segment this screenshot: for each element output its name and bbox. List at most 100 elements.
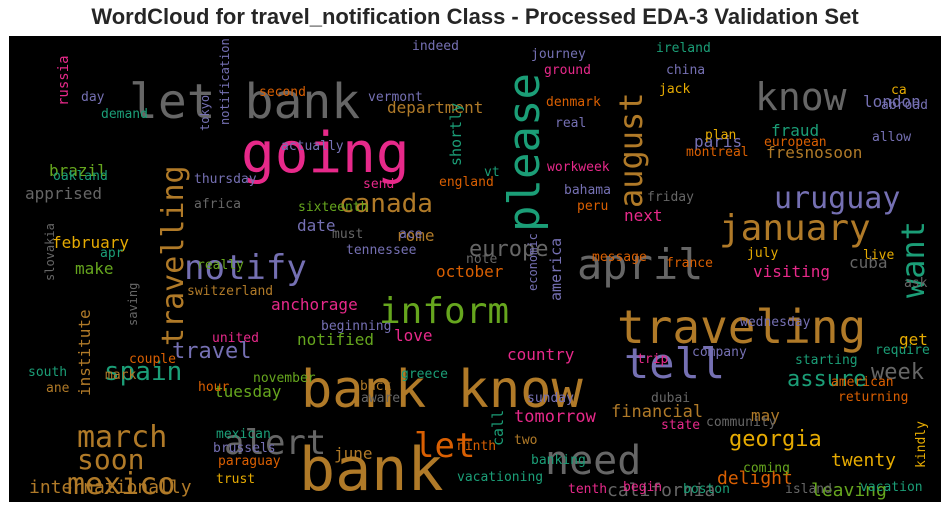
- cloud-word: need: [545, 438, 642, 484]
- cloud-word: soon: [77, 443, 145, 476]
- cloud-word: notify: [184, 248, 307, 288]
- cloud-word: apprised: [25, 184, 103, 203]
- cloud-word: department: [387, 98, 484, 117]
- cloud-word: must: [332, 227, 364, 242]
- cloud-word: date: [297, 216, 336, 235]
- cloud-word: england: [439, 175, 494, 190]
- cloud-word: begin: [623, 480, 663, 495]
- cloud-word: friday: [647, 190, 694, 205]
- cloud-word: ane: [46, 381, 70, 396]
- cloud-word: community: [706, 415, 777, 430]
- cloud-word: love: [394, 326, 433, 345]
- cloud-word: wednesday: [740, 315, 811, 330]
- cloud-word: shortly: [447, 102, 465, 166]
- cloud-word: paraguay: [218, 454, 281, 469]
- cloud-word: next: [624, 206, 663, 225]
- cloud-word: american: [831, 375, 894, 390]
- cloud-word: abroad: [881, 98, 928, 113]
- cloud-word: vacation: [860, 480, 923, 495]
- cloud-word: thursday: [194, 172, 257, 187]
- cloud-word: united: [212, 331, 259, 346]
- cloud-word: anchorage: [271, 295, 358, 314]
- cloud-word: hour: [198, 380, 230, 395]
- cloud-word: require: [875, 343, 930, 358]
- cloud-word: trip: [637, 352, 669, 367]
- cloud-word: march: [77, 420, 168, 455]
- cloud-word: spain: [104, 357, 183, 387]
- cloud-word: dubai: [651, 391, 691, 406]
- cloud-word: russia: [56, 55, 72, 106]
- cloud-word: real: [555, 116, 587, 131]
- cloud-word: bahama: [564, 183, 611, 198]
- cloud-word: mexico: [67, 467, 176, 502]
- cloud-word: island: [785, 482, 832, 497]
- cloud-word: institute: [75, 309, 94, 396]
- cloud-word: demand: [101, 107, 148, 122]
- cloud-word: vacationing: [457, 470, 544, 485]
- cloud-word: country: [507, 345, 575, 364]
- cloud-word: note: [466, 252, 498, 267]
- cloud-word: starting: [795, 353, 858, 368]
- cloud-word: workweek: [547, 160, 610, 175]
- cloud-word: rome: [396, 226, 435, 245]
- cloud-word: ca: [891, 83, 907, 98]
- cloud-word: london: [863, 92, 921, 111]
- cloud-word: south: [28, 365, 68, 380]
- cloud-word: let: [414, 426, 476, 466]
- cloud-word: vt: [484, 165, 500, 180]
- cloud-word: couple: [129, 352, 176, 367]
- cloud-word: european: [764, 135, 827, 150]
- cloud-word: january: [719, 208, 871, 249]
- cloud-word: aware: [361, 391, 401, 406]
- cloud-word: boston: [683, 482, 730, 497]
- cloud-word: let bank: [129, 74, 361, 130]
- cloud-word: oakland: [53, 169, 108, 184]
- cloud-word: plan: [705, 128, 737, 143]
- cloud-word: travelling: [156, 165, 191, 346]
- cloud-word: tell: [624, 339, 726, 388]
- cloud-word: ace: [399, 227, 423, 242]
- cloud-word: fraud: [771, 121, 820, 140]
- cloud-word: notified: [297, 330, 375, 349]
- cloud-word: internationally: [29, 477, 192, 498]
- cloud-word: november: [253, 371, 316, 386]
- cloud-word: tuesday: [214, 382, 282, 401]
- cloud-word: brazil: [49, 161, 107, 180]
- cloud-word: state: [661, 418, 701, 433]
- cloud-word: april: [577, 240, 704, 289]
- cloud-word: tokyo: [198, 94, 212, 131]
- cloud-word: apr: [100, 246, 124, 261]
- cloud-word: notification: [218, 38, 232, 125]
- cloud-word: georgia: [729, 427, 822, 452]
- cloud-word: indeed: [412, 39, 459, 54]
- cloud-word: canada: [339, 189, 433, 219]
- cloud-word: actually: [281, 139, 344, 154]
- cloud-word: banking: [531, 453, 586, 468]
- cloud-word: please: [499, 73, 550, 232]
- cloud-word: ninth: [457, 439, 497, 454]
- cloud-word: may: [751, 406, 780, 425]
- cloud-word: france: [666, 256, 713, 271]
- cloud-word: ask: [904, 276, 928, 291]
- cloud-word: sunday: [527, 391, 574, 406]
- cloud-word: live: [863, 248, 895, 263]
- cloud-word: february: [52, 233, 130, 252]
- cloud-word: jack: [659, 82, 691, 97]
- wordcloud-canvas: bank bank know going let bank traveling pleas…: [9, 36, 941, 502]
- cloud-word: economic: [526, 233, 540, 291]
- cloud-word: traveling: [617, 300, 867, 354]
- cloud-word: tomorrow: [514, 407, 596, 427]
- cloud-word: inform: [379, 291, 510, 332]
- cloud-word: send: [363, 177, 395, 192]
- cloud-word: mark: [105, 368, 137, 383]
- cloud-word: switzerland: [187, 284, 274, 299]
- cloud-word: california: [607, 480, 716, 501]
- cloud-word: mexican: [216, 427, 271, 442]
- cloud-word: bank: [299, 435, 444, 502]
- cloud-word: june: [334, 444, 373, 463]
- cloud-word: back: [360, 379, 392, 394]
- cloud-word: get: [899, 330, 928, 349]
- cloud-word: saving: [126, 282, 140, 326]
- cloud-word: peru: [577, 199, 609, 214]
- cloud-word: assure: [787, 367, 867, 392]
